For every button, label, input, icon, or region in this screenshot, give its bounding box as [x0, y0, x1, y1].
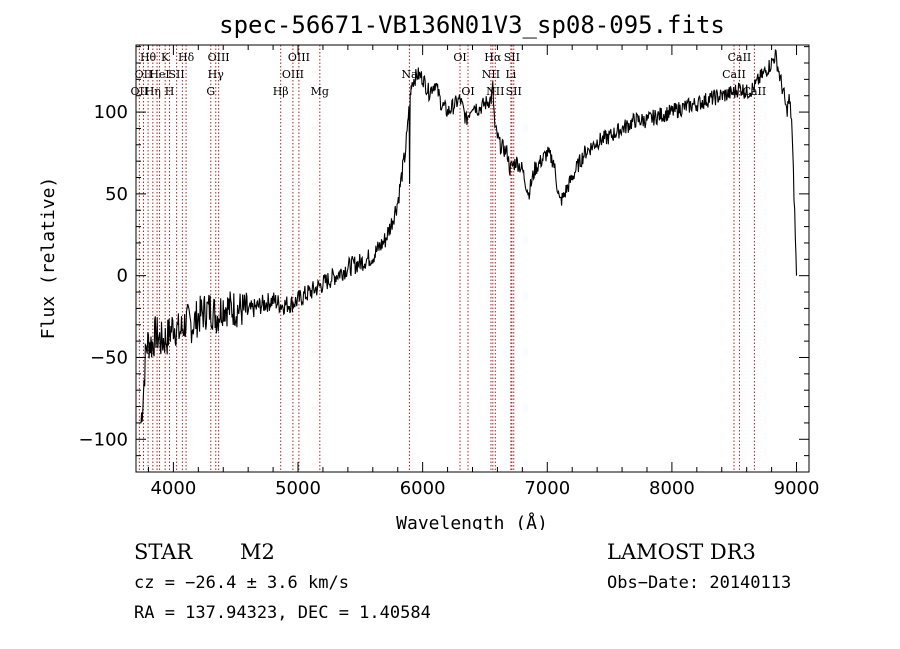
spectrum-chart: spec-56671-VB136N01V3_sp08-095.fits OIIO… — [38, 11, 820, 530]
marker-label-13: OIII — [208, 51, 230, 64]
marker-label-24: Li — [505, 68, 516, 81]
marker-label-14: Hβ — [273, 85, 289, 98]
object-class: STAR — [134, 540, 193, 564]
x-axis-label: Wavelength (Å) — [396, 512, 548, 530]
redshift-velocity: cz = −26.4 ± 3.6 km/s — [134, 573, 349, 593]
x-tick-label: 9000 — [774, 478, 820, 499]
y-tick-label: 0 — [117, 266, 128, 287]
marker-label-11: G — [206, 85, 215, 98]
marker-label-16: OIII — [288, 51, 310, 64]
y-tick-label: 100 — [94, 102, 128, 123]
marker-label-5: HeI — [149, 68, 169, 81]
chart-title: spec-56671-VB136N01V3_sp08-095.fits — [219, 11, 725, 39]
marker-label-3: Hη — [145, 85, 161, 98]
object-subclass: M2 — [240, 540, 275, 564]
observation-date: Obs−Date: 20140113 — [607, 573, 792, 593]
marker-label-21: NII — [482, 68, 500, 81]
marker-label-17: Mg — [311, 85, 329, 98]
spectral-line-markers — [138, 45, 755, 472]
marker-label-7: H — [165, 85, 175, 98]
flux-series-line — [140, 48, 798, 424]
marker-label-27: CaII — [722, 68, 746, 81]
marker-label-6: K — [161, 51, 170, 64]
x-tick-label: 4000 — [150, 478, 196, 499]
x-tick-label: 6000 — [400, 478, 446, 499]
sky-coordinates: RA = 137.94323, DEC = 1.40584 — [134, 603, 431, 623]
marker-label-20: OI — [461, 85, 474, 98]
y-tick-label: −100 — [79, 429, 128, 450]
y-axis-label: Flux (relative) — [38, 177, 59, 340]
survey-name: LAMOST DR3 — [607, 540, 756, 564]
marker-label-23: NII — [486, 85, 504, 98]
marker-label-15: OIII — [282, 68, 304, 81]
marker-label-10: Hδ — [178, 51, 195, 64]
marker-label-28: CaII — [728, 51, 752, 64]
marker-label-26: SII — [506, 85, 522, 98]
y-tick-label: −50 — [90, 347, 128, 368]
marker-label-22: Hα — [484, 51, 502, 64]
marker-label-1: OII — [135, 68, 153, 81]
marker-label-0: OII — [131, 85, 149, 98]
marker-label-12: Hγ — [208, 68, 225, 81]
x-tick-label: 8000 — [649, 478, 695, 499]
marker-label-8: SII — [169, 68, 185, 81]
marker-label-25: SII — [504, 51, 520, 64]
x-tick-label: 5000 — [275, 478, 321, 499]
marker-label-18: Na — [401, 68, 418, 81]
y-tick-label: 50 — [105, 184, 128, 205]
spectral-line-labels: OII OII Hθ Hη HeI K H SII Hδ G Hγ OIII Hβ OIII OIII Mg N… — [131, 51, 767, 98]
marker-label-2: Hθ — [140, 51, 157, 64]
marker-label-19: OI — [453, 51, 466, 64]
x-tick-label: 7000 — [524, 478, 570, 499]
axes: 4000 5000 6000 7000 8000 9000 −100 −50 0 50 100 — [79, 45, 820, 499]
